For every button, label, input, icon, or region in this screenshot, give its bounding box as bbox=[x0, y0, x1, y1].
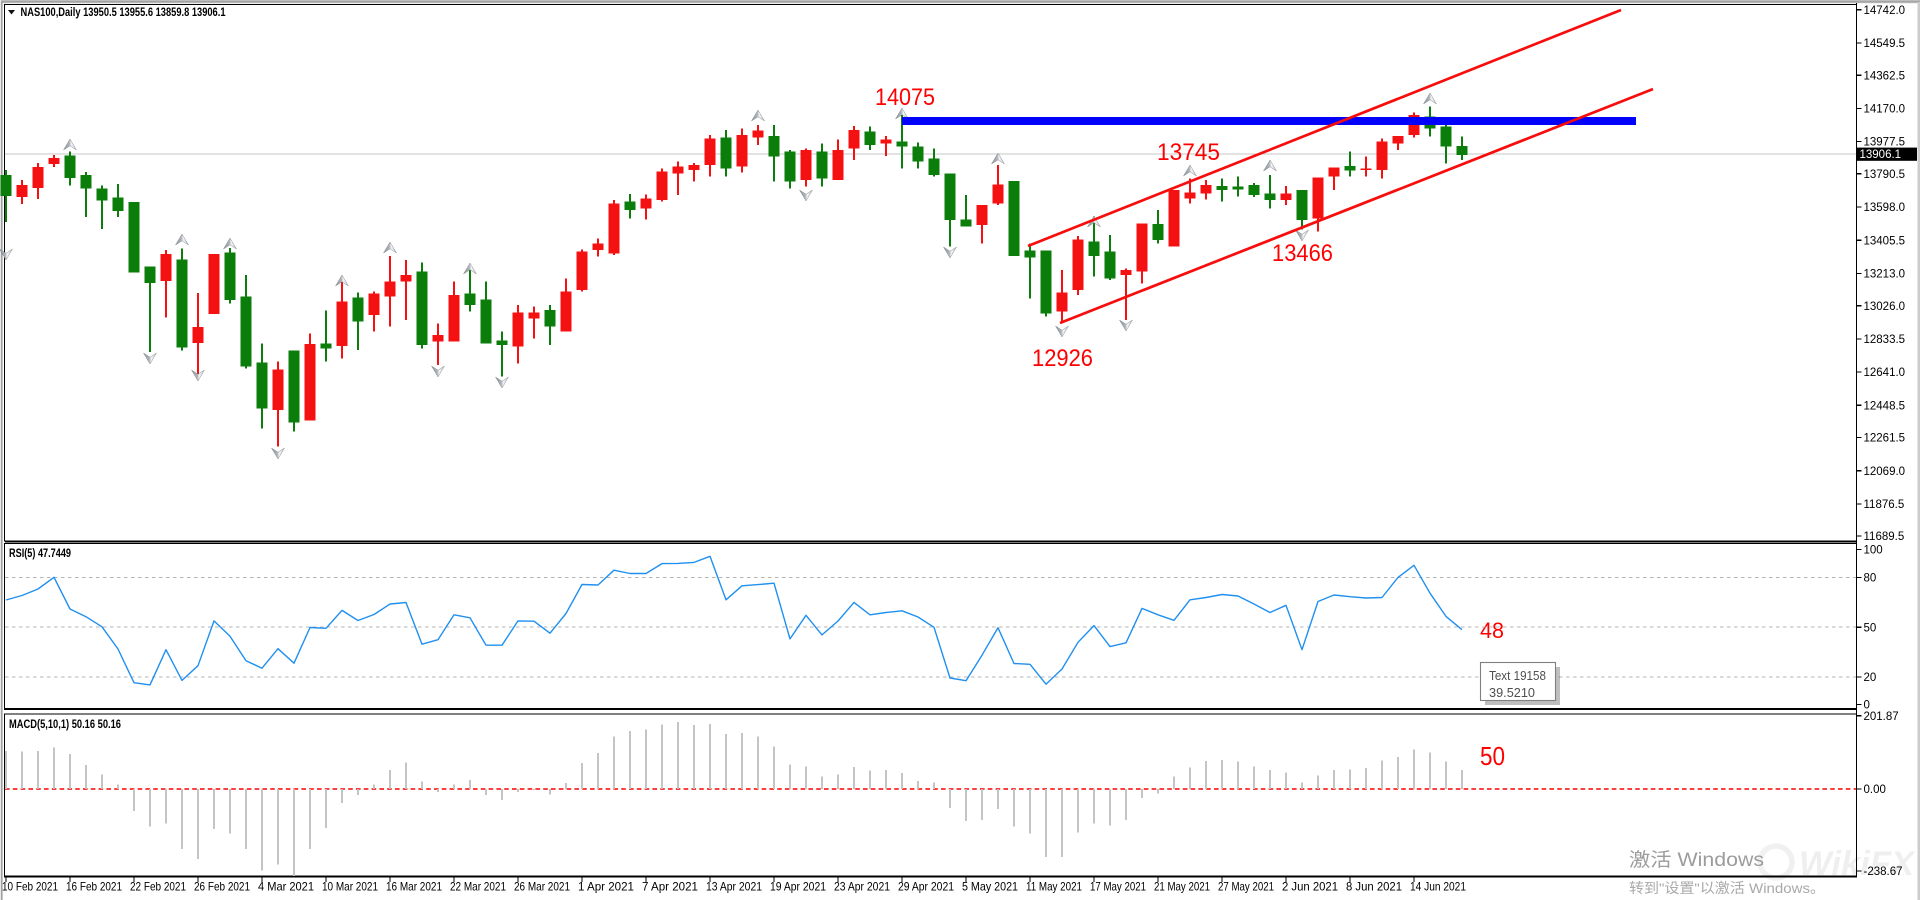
svg-text:Text 19158: Text 19158 bbox=[1489, 669, 1546, 683]
svg-text:13466: 13466 bbox=[1272, 240, 1333, 267]
svg-text:17 May 2021: 17 May 2021 bbox=[1090, 880, 1146, 894]
svg-text:转到"设置"以激活 Windows。: 转到"设置"以激活 Windows。 bbox=[1629, 880, 1825, 896]
svg-text:20: 20 bbox=[1864, 672, 1877, 684]
svg-text:2 Jun 2021: 2 Jun 2021 bbox=[1282, 880, 1338, 894]
svg-text:激活 Windows: 激活 Windows bbox=[1629, 849, 1764, 871]
svg-text:13745: 13745 bbox=[1157, 139, 1220, 166]
svg-text:22 Feb 2021: 22 Feb 2021 bbox=[130, 880, 186, 894]
svg-text:RSI(5) 47.7449: RSI(5) 47.7449 bbox=[9, 546, 71, 560]
svg-text:14170.0: 14170.0 bbox=[1864, 104, 1906, 116]
svg-text:7 Apr 2021: 7 Apr 2021 bbox=[642, 880, 698, 894]
svg-text:14 Jun 2021: 14 Jun 2021 bbox=[1410, 880, 1466, 894]
svg-text:13 Apr 2021: 13 Apr 2021 bbox=[706, 880, 762, 894]
svg-text:27 May 2021: 27 May 2021 bbox=[1218, 880, 1274, 894]
svg-text:13977.5: 13977.5 bbox=[1864, 137, 1906, 149]
svg-text:14742.0: 14742.0 bbox=[1864, 5, 1906, 17]
svg-text:10 Mar 2021: 10 Mar 2021 bbox=[322, 880, 378, 894]
svg-text:48: 48 bbox=[1480, 618, 1504, 643]
svg-text:50: 50 bbox=[1864, 622, 1877, 634]
svg-text:13906.1: 13906.1 bbox=[1860, 149, 1902, 161]
svg-text:201.87: 201.87 bbox=[1864, 711, 1899, 723]
svg-text:14362.5: 14362.5 bbox=[1864, 70, 1906, 82]
svg-text:21 May 2021: 21 May 2021 bbox=[1154, 880, 1210, 894]
svg-text:-238.67: -238.67 bbox=[1864, 866, 1903, 878]
svg-text:39.5210: 39.5210 bbox=[1489, 686, 1535, 700]
svg-text:5 May 2021: 5 May 2021 bbox=[962, 880, 1018, 894]
svg-text:29 Apr 2021: 29 Apr 2021 bbox=[898, 880, 954, 894]
svg-text:11 May 2021: 11 May 2021 bbox=[1026, 880, 1082, 894]
svg-text:8 Jun 2021: 8 Jun 2021 bbox=[1346, 880, 1402, 894]
svg-text:NAS100,Daily 13950.5 13955.6: NAS100,Daily 13950.5 13955.6 13859.8 139… bbox=[21, 5, 226, 19]
svg-text:22 Mar 2021: 22 Mar 2021 bbox=[450, 880, 506, 894]
svg-text:13026.0: 13026.0 bbox=[1864, 301, 1906, 313]
svg-text:10 Feb 2021: 10 Feb 2021 bbox=[2, 880, 58, 894]
svg-text:13598.0: 13598.0 bbox=[1864, 202, 1906, 214]
svg-text:11876.5: 11876.5 bbox=[1864, 499, 1905, 511]
svg-text:12448.5: 12448.5 bbox=[1864, 400, 1906, 412]
svg-text:12641.0: 12641.0 bbox=[1864, 367, 1906, 379]
svg-text:14549.5: 14549.5 bbox=[1864, 38, 1906, 50]
svg-text:1 Apr 2021: 1 Apr 2021 bbox=[578, 880, 634, 894]
svg-text:50: 50 bbox=[1480, 741, 1505, 771]
svg-text:12069.0: 12069.0 bbox=[1864, 466, 1906, 478]
svg-text:MACD(5,10,1) 50.16 50.16: MACD(5,10,1) 50.16 50.16 bbox=[9, 717, 121, 731]
svg-text:16 Feb 2021: 16 Feb 2021 bbox=[66, 880, 122, 894]
svg-text:11689.5: 11689.5 bbox=[1864, 531, 1905, 543]
svg-text:26 Mar 2021: 26 Mar 2021 bbox=[514, 880, 570, 894]
svg-text:80: 80 bbox=[1864, 573, 1877, 585]
svg-text:13790.5: 13790.5 bbox=[1864, 169, 1906, 181]
svg-text:19 Apr 2021: 19 Apr 2021 bbox=[770, 880, 826, 894]
svg-text:12926: 12926 bbox=[1032, 345, 1093, 372]
svg-text:26 Feb 2021: 26 Feb 2021 bbox=[194, 880, 250, 894]
svg-text:14075: 14075 bbox=[875, 84, 935, 111]
svg-text:12261.5: 12261.5 bbox=[1864, 433, 1906, 445]
svg-text:0.00: 0.00 bbox=[1864, 784, 1886, 796]
svg-text:12833.5: 12833.5 bbox=[1864, 334, 1906, 346]
svg-text:23 Apr 2021: 23 Apr 2021 bbox=[834, 880, 890, 894]
svg-text:13213.0: 13213.0 bbox=[1864, 269, 1906, 281]
svg-text:0: 0 bbox=[1864, 700, 1870, 712]
svg-text:13405.5: 13405.5 bbox=[1864, 235, 1906, 247]
svg-text:4 Mar 2021: 4 Mar 2021 bbox=[258, 880, 314, 894]
svg-text:16 Mar 2021: 16 Mar 2021 bbox=[386, 880, 442, 894]
svg-text:100: 100 bbox=[1864, 545, 1883, 557]
